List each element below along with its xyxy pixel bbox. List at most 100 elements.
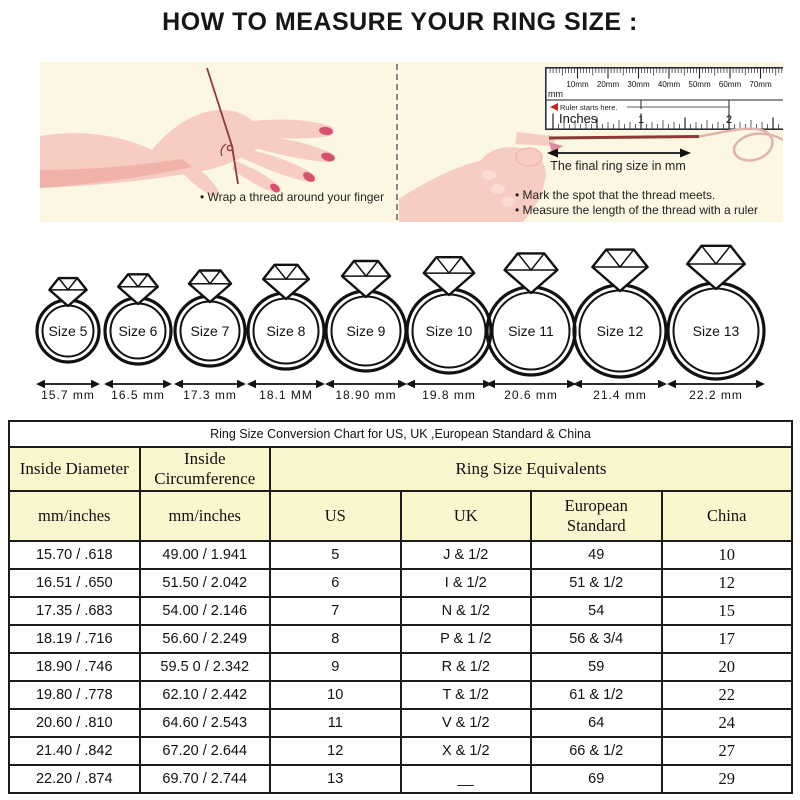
conversion-cell: 27 (660, 736, 793, 766)
conversion-cell: 22 (660, 680, 793, 710)
ring-item: Size 11 20.6 mm (485, 252, 577, 402)
nail (270, 183, 280, 193)
conversion-cell: J & 1/2 (399, 540, 532, 570)
conversion-row: 15.70 / .618 49.00 / 1.941 5 J & 1/2 49 10 (8, 540, 793, 570)
ring-mm-label: 19.8 mm (422, 388, 476, 402)
ring-item: Size 8 18.1 MM (246, 263, 326, 402)
ring-mm-label: 16.5 mm (111, 388, 165, 402)
ruler-mm-label: 30mm (627, 80, 650, 89)
ring-item: Size 13 22.2 mm (666, 244, 766, 402)
conversion-cell: 51.50 / 2.042 (138, 568, 271, 598)
ruler-mm-ticks (549, 68, 783, 79)
conversion-cell: 12 (269, 736, 402, 766)
conversion-cell: 20 (660, 652, 793, 682)
ruler-figure: 10mm 20mm 30mm 40mm 50mm 60mm 70mm mm Ruler st… (545, 67, 783, 130)
conversion-cell: 62.10 / 2.442 (138, 680, 271, 710)
conversion-cell: 16.51 / .650 (8, 568, 141, 598)
conversion-cell: 20.60 / .810 (8, 708, 141, 738)
ring-item: Size 12 21.4 mm (572, 248, 668, 402)
ruler-mm-label: 40mm (658, 80, 681, 89)
subheader-european-standard: European Standard (530, 490, 663, 542)
conversion-cell: 18.19 / .716 (8, 624, 141, 654)
diameter-arrow (406, 379, 492, 389)
conversion-cell: 17.35 / .683 (8, 596, 141, 626)
conversion-cell: 11 (269, 708, 402, 738)
measured-thread (548, 127, 783, 162)
conversion-row: 18.90 / .746 59.5 0 / 2.342 9 R & 1/2 59 20 (8, 652, 793, 682)
ring-mm-label: 17.3 mm (183, 388, 237, 402)
diameter-arrow (486, 379, 576, 389)
page-title: HOW TO MEASURE YOUR RING SIZE : (162, 8, 638, 36)
conversion-cell: 6 (269, 568, 402, 598)
ring-size-label: Size 9 (347, 323, 386, 339)
subheader-us: US (269, 490, 402, 542)
conversion-row: 22.20 / .874 69.70 / 2.744 13 __ 69 29 (8, 764, 793, 794)
conversion-cell: 49.00 / 1.941 (138, 540, 271, 570)
conversion-cell: 69 (530, 764, 663, 794)
conversion-cell: 8 (269, 624, 402, 654)
conversion-cell: 59 (530, 652, 663, 682)
ring-size-label: Size 5 (49, 323, 88, 339)
conversion-cell: __ (399, 764, 532, 794)
thread-on-finger (206, 67, 239, 185)
ruler-unit-label: mm (548, 89, 563, 99)
nail (303, 172, 315, 182)
ring-item: Size 5 15.7 mm (35, 276, 101, 402)
conversion-cell: 54 (530, 596, 663, 626)
nail (321, 152, 335, 162)
subheader-mm-inches-circumference: mm/inches (138, 490, 271, 542)
conversion-table-wrap: Ring Size Conversion Chart for US, UK ,E… (8, 420, 793, 794)
ring-size-label: Size 10 (426, 323, 473, 339)
conversion-row: 18.19 / .716 56.60 / 2.249 8 P & 1 /2 56 & 3… (8, 624, 793, 654)
nail (319, 126, 333, 136)
table-caption-row: Ring Size Conversion Chart for US, UK ,E… (8, 420, 793, 448)
ring-mm-label: 21.4 mm (593, 388, 647, 402)
conversion-cell: 15 (660, 596, 793, 626)
ruler-start-arrow-icon (550, 103, 558, 111)
ring-size-label: Size 8 (267, 323, 306, 339)
conversion-cell: 67.20 / 2.644 (138, 736, 271, 766)
ring-size-label: Size 12 (597, 323, 644, 339)
conversion-cell: 51 & 1/2 (530, 568, 663, 598)
conversion-cell: 17 (660, 624, 793, 654)
conversion-cell: T & 1/2 (399, 680, 532, 710)
ring-mm-label: 18.90 mm (335, 388, 396, 402)
ruler-inch-ticks (552, 113, 779, 129)
pointing-hand-shape (399, 132, 555, 222)
ring-mm-label: 18.1 MM (259, 388, 313, 402)
table-group-header-row: Inside Diameter Inside Circumference Rin… (8, 446, 793, 492)
diamond-icon (48, 276, 88, 308)
ruler-inch-number: 2 (726, 114, 732, 126)
conversion-cell: 21.40 / .842 (8, 736, 141, 766)
instruction-bullet-mark: • Mark the spot that the thread meets. (515, 188, 716, 202)
thread-end-marker (549, 142, 563, 153)
diamond-icon (262, 263, 310, 301)
conversion-table: Ring Size Conversion Chart for US, UK ,E… (8, 420, 793, 794)
ruler-mm-label: 50mm (688, 80, 711, 89)
conversion-cell: 10 (660, 540, 793, 570)
diameter-arrow (325, 379, 407, 389)
ruler-mm-label: 20mm (597, 80, 620, 89)
header-inside-circumference: Inside Circumference (138, 446, 271, 492)
subheader-uk: UK (399, 490, 532, 542)
hand-shape (40, 110, 336, 197)
final-size-label: The final ring size in mm (550, 159, 686, 173)
ring-item: Size 6 16.5 mm (103, 273, 173, 402)
conversion-cell: N & 1/2 (399, 596, 532, 626)
diamond-icon (686, 244, 746, 291)
conversion-row: 17.35 / .683 54.00 / 2.146 7 N & 1/2 54 15 (8, 596, 793, 626)
conversion-cell: 13 (269, 764, 402, 794)
conversion-cell: 66 & 1/2 (530, 736, 663, 766)
instruction-strip: • Wrap a thread around your finger 10mm 2… (40, 62, 783, 222)
diamond-icon (591, 248, 649, 293)
conversion-cell: 15.70 / .618 (8, 540, 141, 570)
conversion-cell: 49 (530, 540, 663, 570)
ring-size-label: Size 11 (508, 323, 554, 339)
conversion-cell: 56.60 / 2.249 (138, 624, 271, 654)
diamond-icon (422, 256, 476, 297)
ring-size-label: Size 6 (119, 323, 158, 339)
ruler-starts-here-label: Ruler starts here. (560, 103, 618, 112)
conversion-cell: X & 1/2 (399, 736, 532, 766)
